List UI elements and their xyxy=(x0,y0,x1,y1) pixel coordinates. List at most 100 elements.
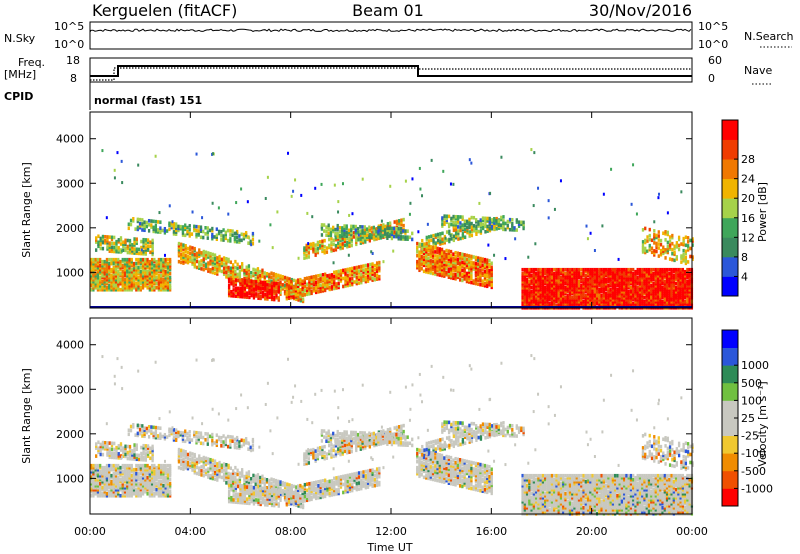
power-echo-cell xyxy=(490,224,494,229)
power-echo-cell xyxy=(625,273,628,278)
power-echo-cell xyxy=(571,273,574,278)
power-echo-cell xyxy=(329,227,333,232)
power-echo-cell xyxy=(546,299,549,304)
velocity-echo-cell xyxy=(137,493,140,498)
power-echo-cell xyxy=(218,268,221,273)
velocity-echo-cell xyxy=(123,479,127,484)
power-echo-cell xyxy=(272,274,275,278)
power-echo-cell xyxy=(483,269,487,274)
power-echo-cell xyxy=(388,221,392,226)
power-echo-cell xyxy=(159,226,162,231)
power-echo-cell xyxy=(629,285,633,290)
power-echo-cell xyxy=(431,261,435,266)
velocity-echo-cell xyxy=(119,467,122,472)
power-echo-cell xyxy=(656,295,660,300)
power-echo-cell xyxy=(431,251,435,256)
velocity-echo-cell xyxy=(141,485,145,490)
power-echo-cell xyxy=(625,299,628,304)
power-echo-cell xyxy=(618,283,621,288)
power-echo-cell xyxy=(328,245,331,250)
power-echo-cell xyxy=(162,273,165,278)
power-echo-cell xyxy=(357,277,361,281)
velocity-echo-cell xyxy=(121,471,124,476)
power-echo-cell xyxy=(521,281,524,286)
power-echo-cell xyxy=(544,301,547,306)
power-echo-cell xyxy=(426,222,429,226)
power-echo-cell xyxy=(398,229,401,233)
power-echo-cell xyxy=(354,228,357,233)
power-echo-cell xyxy=(402,217,405,222)
power-ytick-label: 4000 xyxy=(56,133,84,146)
power-echo-cell xyxy=(168,204,171,208)
power-echo-cell xyxy=(625,283,628,288)
power-echo-cell xyxy=(607,303,610,308)
power-echo-cell xyxy=(303,280,307,285)
velocity-echo-cell xyxy=(99,481,102,486)
power-echo-cell xyxy=(544,291,547,296)
power-echo-cell xyxy=(181,229,185,233)
power-echo-cell xyxy=(268,280,271,285)
power-echo-cell xyxy=(135,251,138,256)
power-echo-cell xyxy=(513,228,516,232)
power-echo-cell xyxy=(108,285,111,290)
power-echo-cell xyxy=(627,277,630,282)
power-echo-cell xyxy=(461,225,464,229)
power-echo-cell xyxy=(126,275,129,280)
power-echo-cell xyxy=(123,281,127,286)
power-echo-cell xyxy=(159,265,163,270)
power-echo-cell xyxy=(611,299,615,304)
power-echo-cell xyxy=(264,294,267,299)
power-echo-cell xyxy=(294,284,297,289)
power-echo-cell xyxy=(582,267,585,272)
power-echo-cell xyxy=(636,277,639,282)
power-echo-cell xyxy=(609,273,612,278)
power-echo-cell xyxy=(342,268,345,273)
power-echo-cell xyxy=(580,273,583,278)
power-echo-cell xyxy=(90,261,93,266)
velocity-echo-cell xyxy=(137,477,140,482)
velocity-echo-cell xyxy=(144,485,147,490)
power-echo-cell xyxy=(296,286,300,291)
power-echo-cell xyxy=(389,184,392,188)
velocity-echo-cell xyxy=(96,491,100,496)
power-echo-cell xyxy=(654,271,657,276)
power-echo-cell xyxy=(416,249,419,254)
power-echo-cell xyxy=(361,225,364,229)
power-echo-cell xyxy=(486,264,489,269)
power-echo-cell xyxy=(337,269,340,274)
power-echo-cell xyxy=(641,293,644,298)
power-echo-cell xyxy=(117,277,120,282)
power-echo-cell xyxy=(155,265,158,270)
power-echo-cell xyxy=(108,267,111,272)
power-echo-cell xyxy=(677,235,681,240)
power-echo-cell xyxy=(90,263,93,268)
power-echo-cell xyxy=(156,220,160,224)
power-echo-cell xyxy=(616,289,619,294)
power-echo-cell xyxy=(506,219,509,224)
power-echo-cell xyxy=(101,279,104,284)
velocity-echo-cell xyxy=(164,481,167,486)
velocity-echo-cell xyxy=(94,473,97,478)
power-echo-cell xyxy=(607,275,610,280)
velocity-echo-cell xyxy=(92,471,95,476)
velocity-echo-cell xyxy=(99,491,102,496)
velocity-echo-cell xyxy=(105,477,109,482)
power-echo-cell xyxy=(598,301,601,306)
power-echo-cell xyxy=(577,273,581,278)
power-echo-cell xyxy=(108,271,111,276)
velocity-echo-cell xyxy=(112,481,115,486)
power-echo-cell xyxy=(350,243,353,248)
power-echo-cell xyxy=(662,249,665,254)
power-echo-cell xyxy=(355,281,358,286)
power-echo-cell xyxy=(589,275,592,280)
power-echo-cell xyxy=(461,256,464,261)
power-echo-cell xyxy=(500,215,503,220)
power-echo-cell xyxy=(110,273,113,278)
power-echo-cell xyxy=(241,278,244,283)
power-echo-cell xyxy=(198,260,201,264)
power-echo-cell xyxy=(548,271,551,276)
power-echo-cell xyxy=(141,263,145,268)
power-echo-cell xyxy=(193,228,196,233)
power-echo-cell xyxy=(602,281,606,286)
power-echo-cell xyxy=(243,281,247,285)
